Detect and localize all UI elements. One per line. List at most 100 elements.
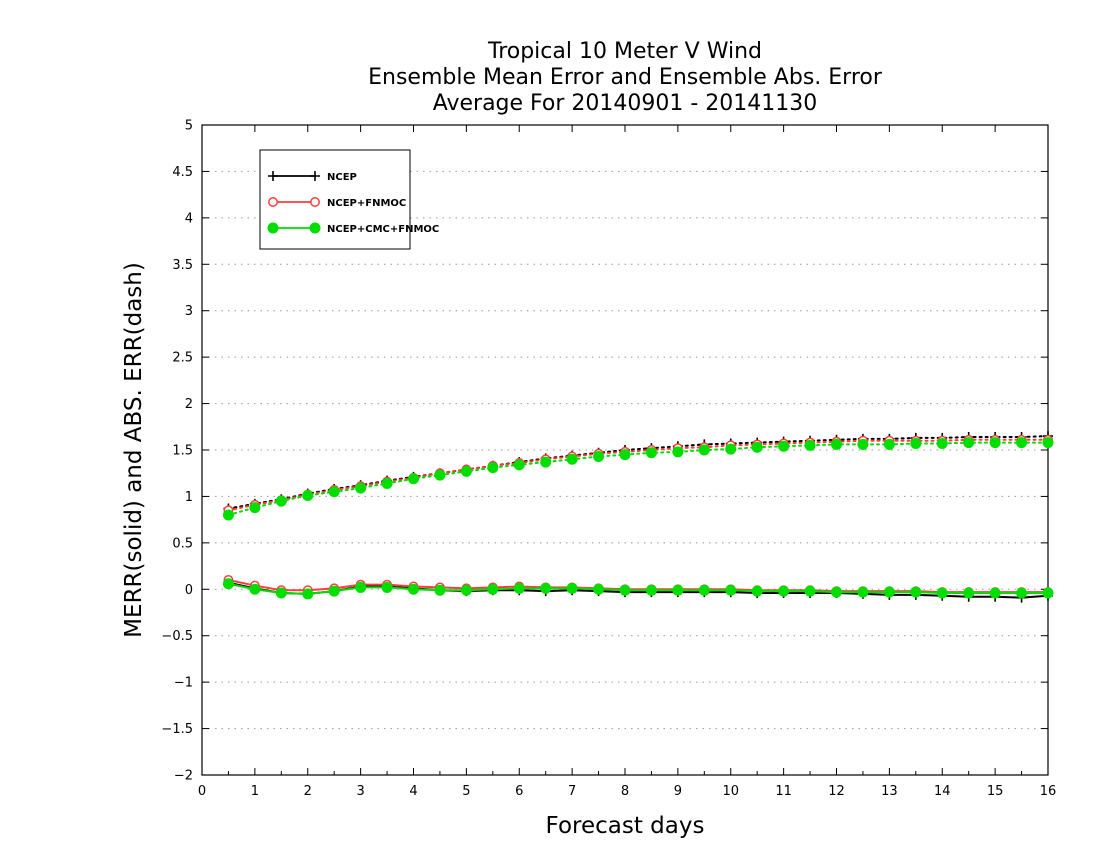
data-point — [540, 582, 552, 594]
series-layer — [222, 431, 1054, 603]
x-tick-label: 6 — [515, 784, 523, 799]
data-point — [1042, 587, 1054, 599]
data-point — [672, 584, 684, 596]
series-ncep — [223, 431, 1053, 603]
data-point — [883, 438, 895, 450]
data-point — [910, 586, 922, 598]
x-tick-label: 0 — [198, 784, 206, 799]
legend: NCEP NCEP+FNMOC NCEP+CMC+FNMOC — [259, 149, 439, 250]
series-ncep-cmc-fnmoc — [222, 437, 1054, 600]
series-line-abs-err — [227, 441, 1049, 516]
data-point — [267, 222, 279, 234]
data-point — [487, 583, 499, 595]
x-tick-label: 3 — [356, 784, 364, 799]
data-point — [593, 583, 605, 595]
data-point — [910, 438, 922, 449]
data-point — [381, 477, 393, 489]
data-point — [540, 456, 552, 468]
data-point — [619, 449, 631, 461]
data-point — [302, 588, 314, 600]
data-point — [645, 584, 657, 596]
data-point — [487, 462, 499, 474]
series-line-abs-err — [227, 438, 1049, 512]
data-point — [310, 197, 320, 207]
x-tick-label: 12 — [828, 784, 845, 799]
y-tick-label: 2 — [185, 397, 193, 412]
x-tick-label: 8 — [621, 784, 629, 799]
legend-label: NCEP+FNMOC — [327, 198, 406, 209]
data-point — [460, 584, 472, 596]
data-point — [698, 584, 710, 596]
data-point — [725, 443, 737, 455]
data-point — [434, 469, 446, 481]
x-axis-label: Forecast days — [546, 813, 705, 839]
data-point — [249, 583, 261, 595]
data-point — [936, 438, 948, 449]
data-point — [1042, 437, 1054, 449]
x-tick-label: 13 — [881, 784, 898, 799]
data-point — [857, 586, 869, 598]
data-point — [936, 587, 948, 599]
y-tick-label: 1.5 — [172, 444, 193, 459]
x-tick-label: 5 — [462, 784, 470, 799]
y-tick-label: 3 — [185, 304, 193, 319]
y-tick-label: 3.5 — [172, 258, 193, 273]
data-point — [804, 585, 816, 597]
data-point — [751, 441, 763, 453]
data-point — [751, 585, 763, 597]
data-point — [408, 473, 419, 485]
data-point — [275, 495, 287, 507]
legend-item: NCEP+FNMOC — [268, 197, 406, 209]
data-point — [831, 586, 842, 598]
data-point — [408, 583, 419, 595]
chart-title-line: Ensemble Mean Error and Ensemble Abs. Er… — [368, 65, 883, 90]
y-tick-label: 1 — [185, 490, 193, 505]
data-point — [989, 587, 1001, 599]
data-point — [778, 585, 790, 597]
data-point — [249, 502, 261, 514]
data-point — [698, 444, 710, 456]
y-tick-label: −2 — [174, 769, 193, 784]
y-tick-label: 2.5 — [172, 351, 193, 366]
data-point — [434, 584, 446, 596]
data-point — [268, 197, 278, 207]
y-tick-label: −1 — [174, 676, 193, 691]
y-axis-label: MERR(solid) and ABS. ERR(dash) — [121, 262, 147, 638]
x-tick-label: 1 — [251, 784, 259, 799]
y-tick-label: 0.5 — [172, 536, 193, 551]
y-tick-label: 4.5 — [172, 165, 193, 180]
legend-item: NCEP — [268, 171, 357, 183]
legend-item: NCEP+CMC+FNMOC — [267, 222, 439, 235]
y-tick-label: 5 — [185, 119, 193, 134]
data-point — [645, 447, 657, 459]
data-point — [963, 587, 975, 599]
data-point — [857, 438, 869, 450]
data-point — [1016, 587, 1028, 599]
data-point — [222, 578, 234, 590]
y-tick-label: 0 — [185, 583, 193, 598]
data-point — [963, 437, 975, 449]
series-ncep-fnmoc — [223, 434, 1053, 598]
x-tick-label: 16 — [1040, 784, 1057, 799]
data-point — [268, 171, 278, 181]
x-tick-label: 4 — [409, 784, 417, 799]
series-line-abs-err — [227, 435, 1049, 510]
x-tick-label: 2 — [304, 784, 312, 799]
y-axis: 5 4.5 4 3.5 3 2.5 2 1.5 1 0.5 0 −0.5 −1 −1.5 −2 — [161, 119, 1048, 784]
y-tick-label: −1.5 — [161, 722, 193, 737]
x-tick-label: 7 — [568, 784, 576, 799]
legend-label: NCEP+CMC+FNMOC — [327, 224, 439, 235]
data-point — [328, 585, 340, 597]
data-point — [310, 171, 320, 181]
x-axis: 0 1 2 3 4 5 6 7 8 9 10 11 12 13 14 15 16 — [198, 125, 1056, 799]
data-point — [989, 437, 1001, 449]
data-point — [778, 440, 790, 452]
data-point — [619, 584, 631, 596]
chart-title-line: Average For 20140901 - 20141130 — [433, 91, 818, 116]
data-point — [566, 582, 578, 594]
data-point — [566, 453, 578, 465]
data-point — [328, 486, 340, 498]
x-tick-label: 10 — [722, 784, 739, 799]
y-tick-label: −0.5 — [161, 629, 193, 644]
